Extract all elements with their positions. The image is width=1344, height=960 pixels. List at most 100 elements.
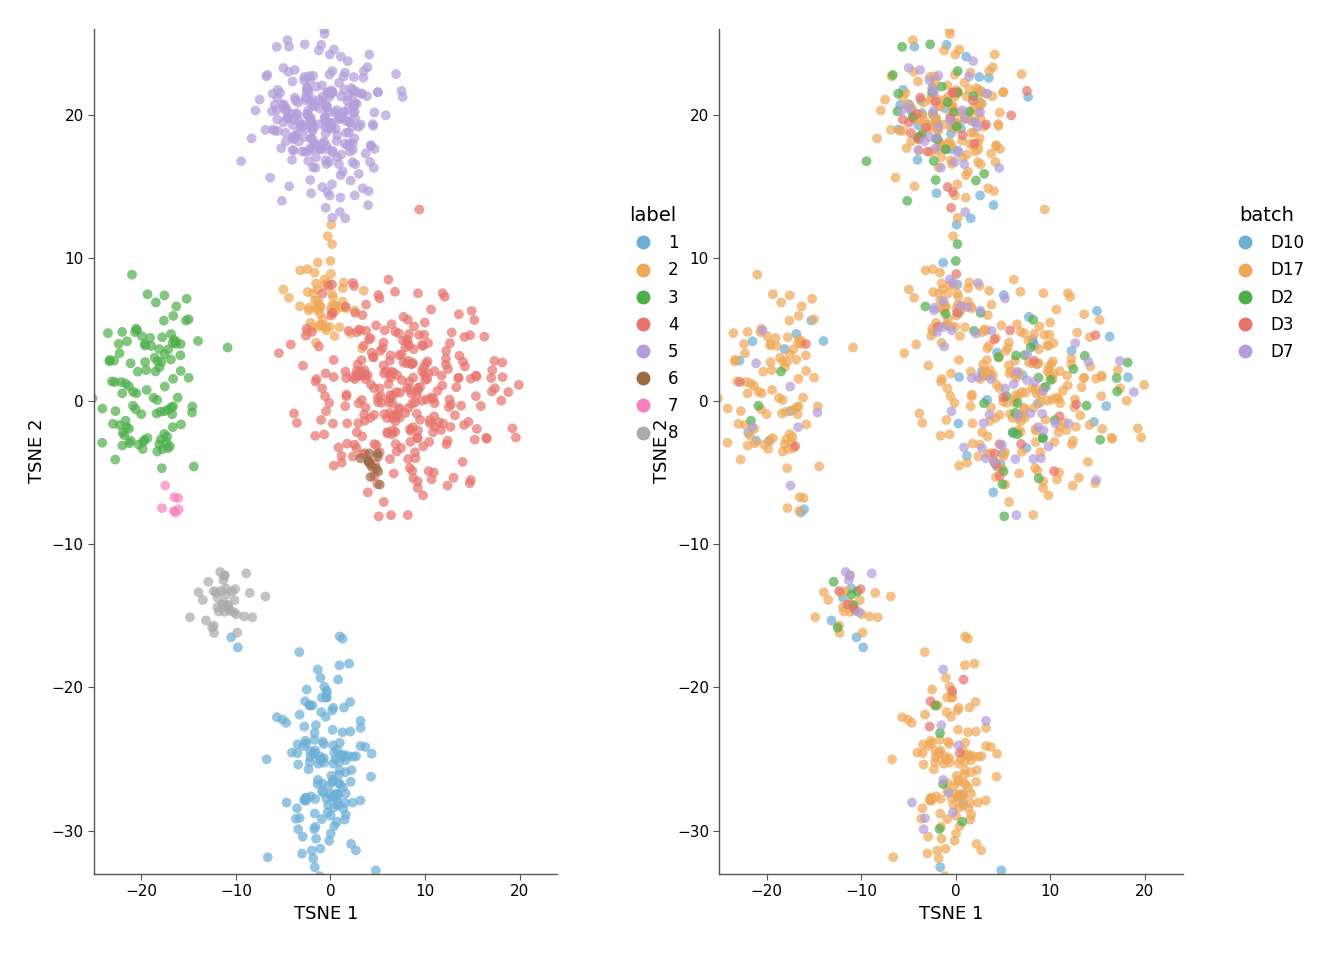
Point (413, 439, 434, 454)
Point (396, 356, 418, 372)
Point (1007, 317, 1028, 332)
Point (308, 297, 329, 312)
Point (809, 459, 831, 474)
Point (344, 105, 366, 120)
Point (317, 184, 339, 200)
Point (743, 378, 765, 394)
Point (155, 403, 176, 419)
Point (125, 321, 146, 336)
Point (386, 444, 407, 459)
Point (1079, 418, 1101, 433)
Point (941, 153, 962, 168)
Point (1042, 372, 1063, 387)
Point (308, 117, 329, 132)
Point (320, 308, 341, 324)
Point (323, 800, 344, 815)
Point (1048, 465, 1070, 480)
Point (344, 305, 366, 321)
Point (946, 236, 968, 252)
Point (329, 735, 351, 751)
Point (300, 112, 321, 128)
Point (337, 138, 359, 154)
Point (945, 253, 966, 269)
Point (1011, 444, 1032, 459)
Point (931, 79, 953, 94)
Point (319, 188, 340, 204)
Point (968, 155, 989, 170)
Point (292, 119, 313, 134)
Point (306, 661, 328, 677)
Point (370, 344, 391, 359)
Point (915, 120, 937, 135)
Point (946, 119, 968, 134)
Point (308, 756, 329, 772)
Point (302, 319, 324, 334)
Point (973, 416, 995, 431)
Point (323, 42, 344, 58)
Point (964, 656, 985, 671)
Point (448, 371, 469, 386)
Point (976, 713, 997, 729)
Point (929, 141, 950, 156)
Point (935, 670, 957, 685)
Point (98, 353, 120, 369)
Point (907, 117, 929, 132)
Point (368, 509, 390, 524)
Point (903, 179, 925, 194)
Point (340, 81, 362, 96)
Point (753, 364, 774, 379)
Point (937, 94, 958, 109)
Point (1063, 361, 1085, 376)
Point (910, 62, 931, 78)
Point (109, 346, 130, 361)
Y-axis label: TSNE 2: TSNE 2 (653, 419, 672, 484)
Point (284, 128, 305, 143)
Point (796, 417, 817, 432)
Point (366, 438, 387, 453)
Point (989, 380, 1011, 396)
Point (999, 494, 1020, 510)
Point (755, 406, 777, 421)
Point (852, 639, 874, 655)
Point (401, 356, 422, 372)
Point (324, 818, 345, 833)
Point (470, 398, 492, 414)
Point (1004, 405, 1025, 420)
Point (374, 406, 395, 421)
Point (999, 335, 1020, 350)
Point (956, 111, 977, 127)
Point (359, 456, 380, 471)
Point (941, 690, 962, 706)
Point (301, 132, 323, 147)
Point (948, 305, 969, 321)
Point (780, 288, 801, 303)
Point (317, 804, 339, 820)
Point (968, 83, 989, 98)
Point (132, 328, 153, 344)
Point (933, 320, 954, 335)
Point (418, 335, 439, 350)
Point (831, 585, 852, 600)
Point (370, 381, 391, 396)
Point (481, 384, 503, 399)
Point (813, 333, 835, 348)
Point (289, 120, 310, 135)
Point (1015, 410, 1036, 425)
Point (317, 278, 339, 294)
Point (292, 829, 313, 845)
Point (984, 454, 1005, 469)
Point (982, 60, 1004, 75)
Point (948, 297, 969, 312)
Point (343, 749, 364, 764)
Point (340, 774, 362, 789)
Point (1075, 398, 1097, 414)
Point (345, 84, 367, 99)
Point (366, 863, 387, 878)
Point (1044, 434, 1066, 449)
Point (262, 86, 284, 102)
Point (353, 338, 375, 353)
Point (950, 786, 972, 802)
Point (978, 407, 1000, 422)
Point (1060, 357, 1082, 372)
Point (316, 138, 337, 154)
